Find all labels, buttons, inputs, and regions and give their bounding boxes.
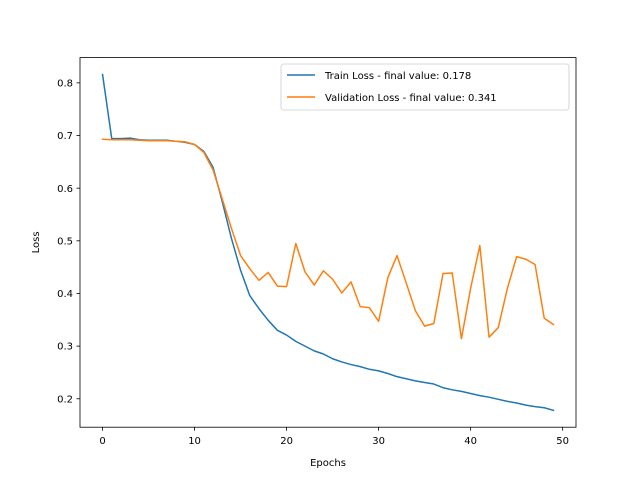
y-tick-label: 0.8	[57, 78, 73, 89]
y-tick-label: 0.5	[57, 236, 73, 247]
series-line-validation-loss	[101, 138, 555, 340]
series-layer	[101, 73, 555, 412]
plot-frame	[79, 57, 577, 428]
legend-label-validation: Validation Loss - final value: 0.341	[325, 93, 497, 104]
legend-label-train: Train Loss - final value: 0.178	[324, 71, 471, 82]
x-axis-ticks: 0 10 20 30 40 50	[99, 427, 569, 447]
y-axis-ticks: 0.2 0.3 0.4 0.5 0.6 0.7 0.8	[57, 78, 80, 405]
x-axis-label: Epochs	[310, 458, 346, 469]
legend-box	[280, 63, 570, 111]
x-tick-label: 40	[464, 436, 477, 447]
y-tick-label: 0.7	[57, 131, 73, 142]
y-tick-label: 0.4	[57, 289, 73, 300]
y-tick-label: 0.2	[57, 394, 73, 405]
y-axis-label: Loss	[31, 231, 42, 253]
x-tick-label: 0	[99, 436, 105, 447]
y-tick-label: 0.6	[57, 184, 73, 195]
x-tick-label: 50	[556, 436, 569, 447]
y-tick-label: 0.3	[57, 342, 73, 353]
x-tick-label: 30	[372, 436, 385, 447]
x-tick-label: 20	[280, 436, 293, 447]
legend: Train Loss - final value: 0.178 Validati…	[280, 63, 570, 111]
x-tick-label: 10	[188, 436, 201, 447]
